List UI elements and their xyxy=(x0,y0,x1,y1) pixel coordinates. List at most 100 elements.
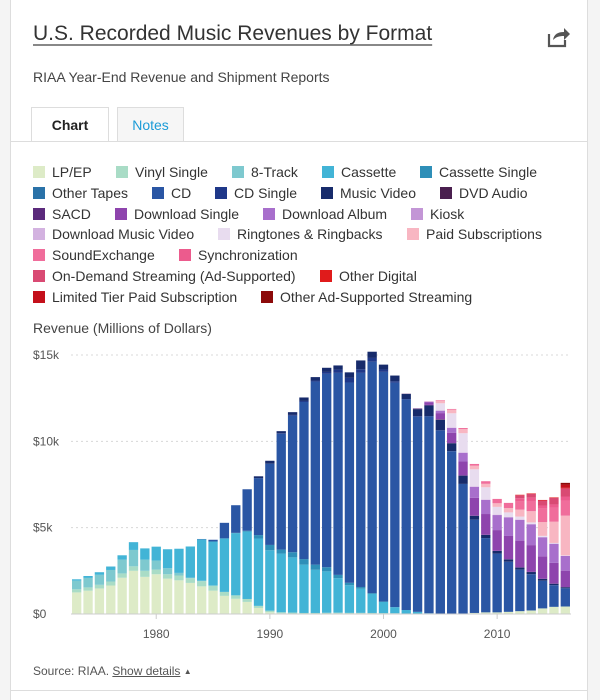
legend-item-music-video[interactable]: Music Video xyxy=(321,185,416,201)
legend-item-soundexchange[interactable]: SoundExchange xyxy=(33,247,155,263)
legend-item-other-digital[interactable]: Other Digital xyxy=(320,268,417,284)
bar-segment-download-album xyxy=(447,427,457,433)
bar-segment-music-video xyxy=(390,375,400,382)
bar-segment-on-demand-streaming-ad-supported xyxy=(537,500,548,506)
bar-segment-cassette xyxy=(151,546,161,561)
bar-segment-paid-subscriptions xyxy=(458,429,468,434)
bar-segment-cd xyxy=(560,588,570,607)
bar-segment-vinyl-single xyxy=(310,612,320,614)
bar-segment-cassette-single xyxy=(322,567,332,572)
legend-item-cassette-single[interactable]: Cassette Single xyxy=(420,164,537,180)
legend-item-download-single[interactable]: Download Single xyxy=(115,206,239,222)
legend-item-download-album[interactable]: Download Album xyxy=(263,206,387,222)
legend-swatch xyxy=(33,290,45,303)
legend-label: Download Single xyxy=(134,205,240,222)
bar-segment-cd-single xyxy=(310,380,320,382)
bar-segment-cassette xyxy=(185,546,195,578)
legend-label: SoundExchange xyxy=(52,247,155,264)
bar-segment-synchronization xyxy=(537,505,548,509)
legend-item-ringtones-ringbacks[interactable]: Ringtones & Ringbacks xyxy=(218,226,383,242)
bar-segment-synchronization xyxy=(560,496,570,501)
bar-segment-cassette xyxy=(197,539,207,581)
legend-item-sacd[interactable]: SACD xyxy=(33,206,91,222)
legend-item-cd[interactable]: CD xyxy=(152,185,191,201)
legend-item-download-music-video[interactable]: Download Music Video xyxy=(33,226,194,242)
bar-segment-music-video xyxy=(469,515,480,520)
bar-segment-cd xyxy=(219,522,230,539)
bar-segment-paid-subscriptions xyxy=(469,465,480,470)
bar-segment-download-album xyxy=(537,537,548,557)
legend-label: LP/EP xyxy=(52,164,92,180)
bar-segment-cassette xyxy=(162,549,173,569)
bar-segment-paid-subscriptions xyxy=(435,400,445,404)
bar-segment-vinyl-single xyxy=(276,612,286,614)
legend-swatch xyxy=(407,228,419,241)
bar-segment-ringtones-ringbacks xyxy=(537,535,548,537)
legend-item-lp-ep[interactable]: LP/EP xyxy=(33,164,92,180)
legend-label: Limited Tier Paid Subscription xyxy=(52,288,238,305)
share-icon[interactable] xyxy=(547,26,571,48)
stacked-bar-chart: $0 $5k $10k $15k 1980 1990 2000 2010 xyxy=(33,348,571,641)
bar-segment-8-track xyxy=(117,559,127,574)
bar-segment-soundexchange xyxy=(447,408,457,410)
bar-segment-lp-ep xyxy=(503,611,514,614)
bar-segment-cd xyxy=(231,505,241,533)
bar-segment-music-video xyxy=(492,550,502,554)
legend-item-other-tapes[interactable]: Other Tapes xyxy=(33,185,128,201)
tab-chart[interactable]: Chart xyxy=(31,107,109,142)
legend-item-synchronization[interactable]: Synchronization xyxy=(179,247,298,263)
tab-notes[interactable]: Notes xyxy=(117,107,184,142)
legend-item-cd-single[interactable]: CD Single xyxy=(215,185,297,201)
legend-item-kiosk[interactable]: Kiosk xyxy=(411,206,464,222)
show-details-link[interactable]: Show details xyxy=(112,664,180,678)
legend-label: Cassette Single xyxy=(439,164,538,180)
bar-segment-vinyl-single xyxy=(344,612,355,614)
legend-label: CD Single xyxy=(234,184,298,201)
legend-item-paid-subscriptions[interactable]: Paid Subscriptions xyxy=(407,226,542,242)
legend-item-on-demand-streaming-ad-supported[interactable]: On-Demand Streaming (Ad-Supported) xyxy=(33,268,296,284)
bar-segment-cd-single xyxy=(412,416,423,417)
legend-label: Paid Subscriptions xyxy=(426,226,542,243)
bar-segment-lp-ep xyxy=(492,612,502,614)
bar-segment-vinyl-single xyxy=(197,581,207,587)
bar-segment-8-track xyxy=(106,569,116,582)
bar-segment-music-video xyxy=(447,443,457,452)
legend-item-cassette[interactable]: Cassette xyxy=(322,164,396,180)
bar-segment-other-digital xyxy=(560,487,570,489)
bar-segment-paid-subscriptions xyxy=(481,483,491,488)
bar-segment-soundexchange xyxy=(492,498,502,504)
bar-segment-download-album xyxy=(424,401,434,403)
bar-segment-synchronization xyxy=(549,504,559,508)
bar-segment-cd-single xyxy=(367,357,377,362)
legend-item-8-track[interactable]: 8-Track xyxy=(232,164,298,180)
legend-item-other-ad-supported-streaming[interactable]: Other Ad-Supported Streaming xyxy=(261,289,472,305)
bar-segment-on-demand-streaming-ad-supported xyxy=(515,495,525,499)
bar-segment-on-demand-streaming-ad-supported xyxy=(549,497,559,505)
bar-segment-other-digital xyxy=(526,493,536,494)
legend-item-dvd-audio[interactable]: DVD Audio xyxy=(440,185,527,201)
source-line: Source: RIAA. Show details ▲ xyxy=(33,664,192,678)
bar-segment-cd xyxy=(515,569,525,612)
chart-subtitle: RIAA Year-End Revenue and Shipment Repor… xyxy=(33,69,330,85)
legend-item-vinyl-single[interactable]: Vinyl Single xyxy=(116,164,208,180)
y-tick-label: $0 xyxy=(33,607,47,621)
bar-segment-vinyl-single xyxy=(231,595,241,599)
bar-segment-on-demand-streaming-ad-supported xyxy=(526,493,536,498)
bar-segment-download-single xyxy=(481,514,491,535)
bar-segment-vinyl-single xyxy=(242,598,252,602)
legend-swatch xyxy=(263,207,275,220)
legend-item-limited-tier-paid-subscription[interactable]: Limited Tier Paid Subscription xyxy=(33,289,237,305)
bar-segment-sacd xyxy=(412,408,423,409)
bar-segment-paid-subscriptions xyxy=(492,503,502,507)
bar-segment-cd xyxy=(276,433,286,550)
bar-segment-cd xyxy=(537,580,548,609)
legend-swatch xyxy=(440,186,452,199)
bar-segment-cassette xyxy=(106,566,116,570)
legend-label: CD xyxy=(171,184,192,201)
bar-segment-cassette xyxy=(128,542,139,550)
legend-swatch xyxy=(115,207,127,220)
bar-segment-soundexchange xyxy=(549,507,559,522)
source-text: Source: RIAA. xyxy=(33,664,110,678)
bar-segment-music-video xyxy=(424,405,434,417)
legend-label: Vinyl Single xyxy=(135,164,208,180)
